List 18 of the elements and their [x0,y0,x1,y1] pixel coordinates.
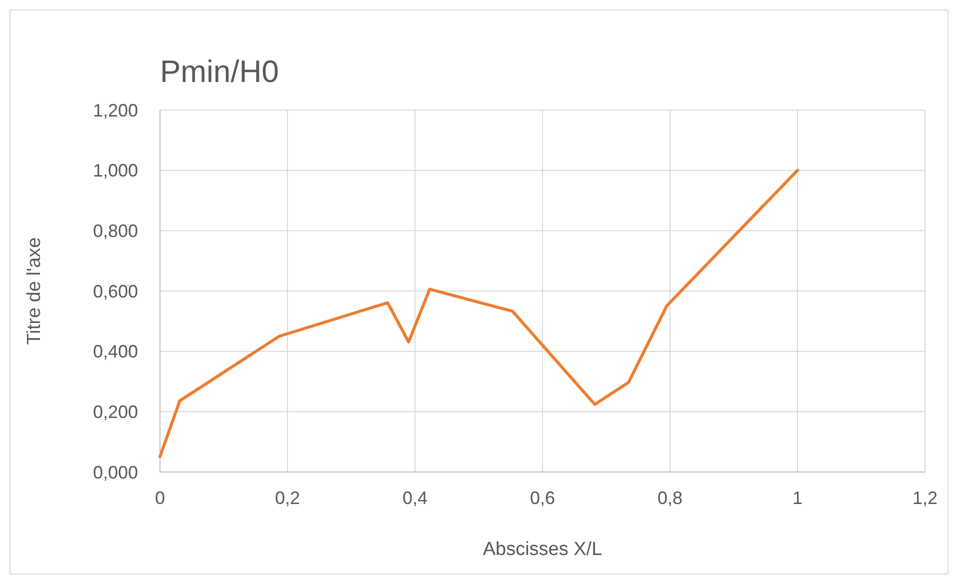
x-tick-label: 0,2 [274,488,300,508]
y-tick-label: 1,200 [92,100,138,120]
y-tick-label: 0,200 [92,402,138,422]
y-tick-label: 0,400 [92,342,138,362]
x-tick-label: 1 [792,488,803,508]
chart-title: Pmin/H0 [160,54,279,89]
line-series [158,168,799,458]
x-tick-label: 0,4 [402,488,428,508]
y-axis-title: Titre de l'axe [24,237,45,345]
x-axis-title: Abscisses X/L [482,539,602,560]
x-tick-label: 0,6 [530,488,556,508]
y-tick-label: 0,600 [92,281,138,302]
x-tick-label: 0 [154,488,166,508]
y-tick-label: 0,800 [92,220,138,241]
y-tick-label: 1,000 [92,160,138,181]
x-tick-label: 1,2 [912,488,938,508]
y-tick-label: 0,000 [92,462,138,482]
x-tick-label: 0,8 [657,488,683,508]
